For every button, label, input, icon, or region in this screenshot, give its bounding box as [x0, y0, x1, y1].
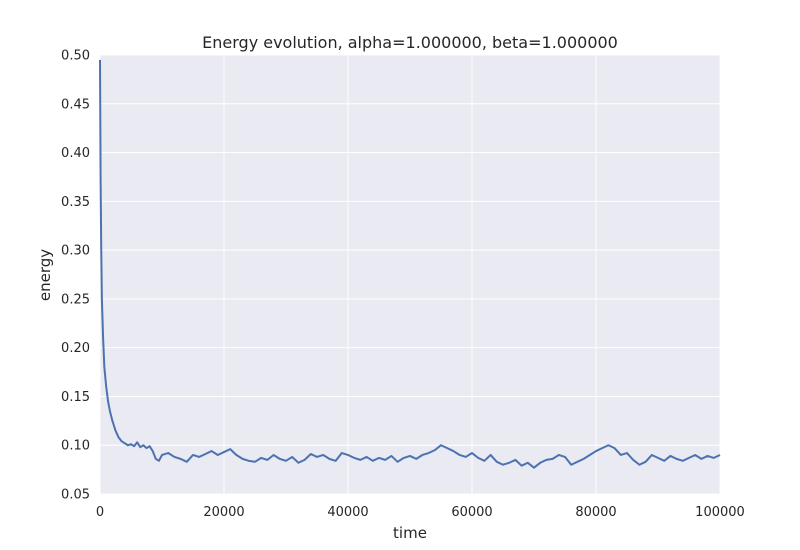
x-tick-label: 60000 [451, 505, 492, 520]
y-tick-label: 0.05 [61, 488, 90, 503]
x-tick-labels: 0 20000 40000 60000 80000 100000 [96, 505, 745, 520]
y-tick-label: 0.30 [61, 244, 90, 259]
y-tick-label: 0.20 [61, 341, 90, 356]
x-tick-label: 100000 [695, 505, 745, 520]
y-tick-label: 0.35 [61, 195, 90, 210]
x-tick-label: 20000 [203, 505, 244, 520]
x-tick-label: 0 [96, 505, 104, 520]
y-tick-label: 0.10 [61, 439, 90, 454]
energy-series-line [99, 59, 721, 469]
y-tick-label: 0.50 [61, 49, 90, 64]
y-tick-label: 0.15 [61, 390, 90, 405]
chart-title: Energy evolution, alpha=1.000000, beta=1… [202, 33, 618, 52]
y-tick-labels: 0.05 0.10 0.15 0.20 0.25 0.30 0.35 0.40 0.45 0.50 [61, 49, 90, 503]
y-tick-label: 0.40 [61, 146, 90, 161]
y-axis-label: energy [36, 249, 54, 301]
plot-area [100, 55, 720, 494]
series-lines [99, 59, 721, 469]
x-tick-label: 80000 [575, 505, 616, 520]
x-axis-label: time [393, 524, 427, 542]
y-tick-label: 0.45 [61, 97, 90, 112]
x-tick-label: 40000 [327, 505, 368, 520]
y-tick-label: 0.25 [61, 292, 90, 307]
